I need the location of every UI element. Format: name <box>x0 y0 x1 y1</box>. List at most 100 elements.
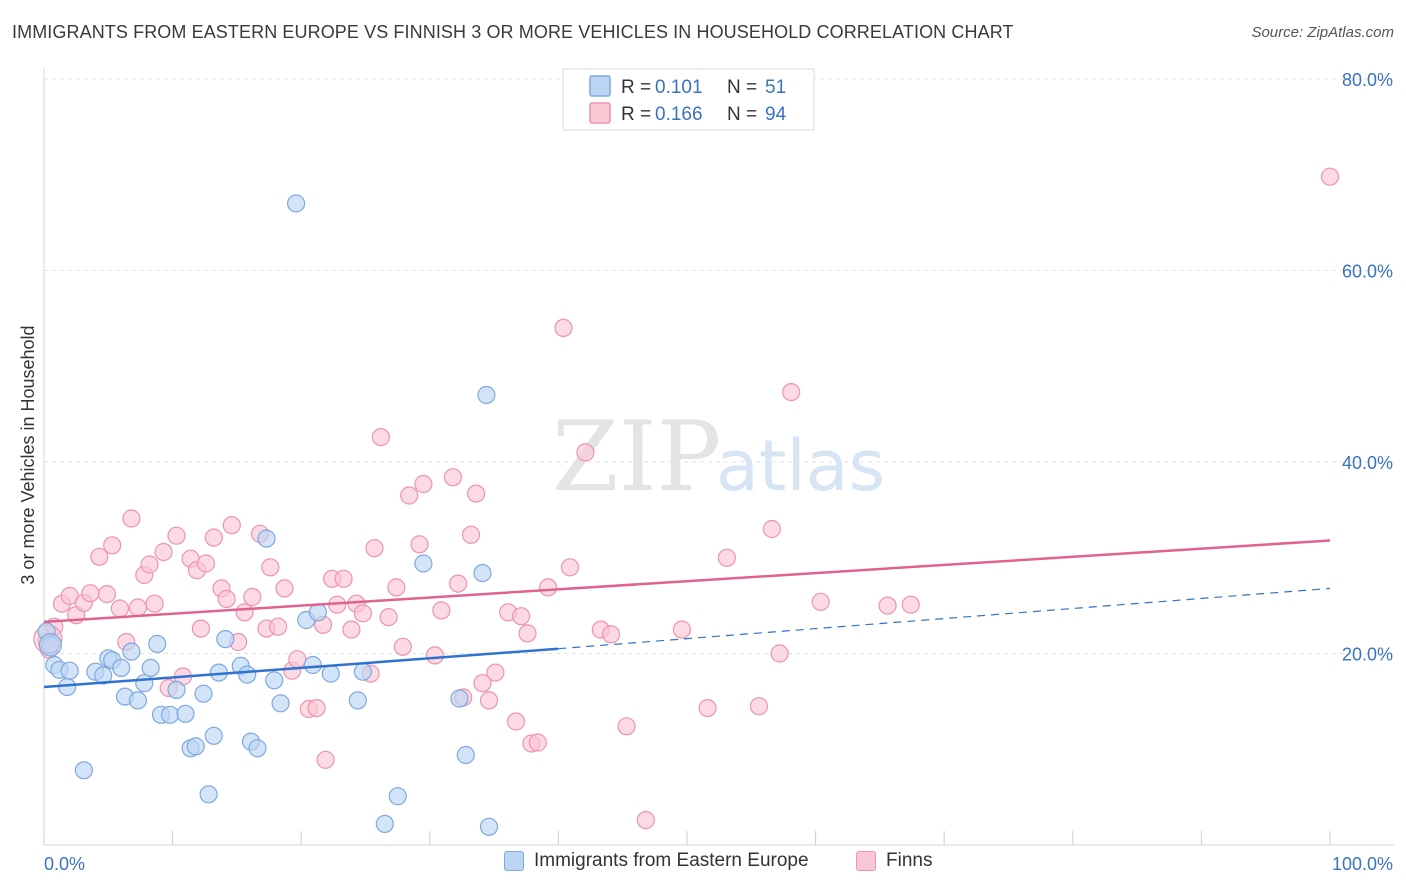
pink-point <box>560 558 580 577</box>
pink-point <box>379 607 398 627</box>
pink-point <box>749 697 769 716</box>
pink-point <box>473 674 492 693</box>
pink-point <box>103 536 122 555</box>
blue-point <box>199 785 218 804</box>
pink-point <box>334 569 353 588</box>
blue-point <box>248 739 267 758</box>
axes <box>43 68 1394 846</box>
y-tick-label: 60.0% <box>1342 262 1393 282</box>
pink-point <box>486 663 505 682</box>
legend-n-label: N = <box>727 77 757 98</box>
gridlines <box>44 78 1394 654</box>
legend-swatch-blue <box>504 851 524 871</box>
pink-point <box>770 644 789 663</box>
pink-point <box>467 484 486 503</box>
legend-n-value: 94 <box>765 104 787 125</box>
blue-point <box>477 385 496 405</box>
legend-r-value: 0.166 <box>655 104 703 125</box>
pink-point <box>528 733 547 752</box>
blue-point <box>135 674 154 693</box>
blue-point <box>167 680 186 700</box>
pink-point <box>636 810 655 830</box>
blue-point <box>141 658 160 678</box>
blue-point <box>287 194 306 213</box>
pink-point <box>145 594 164 613</box>
pink-point <box>353 604 372 623</box>
pink-point <box>414 474 433 494</box>
pink-point <box>167 526 186 545</box>
y-tick-label: 40.0% <box>1342 453 1393 473</box>
blue-trend-extension <box>558 587 1331 650</box>
pink-point <box>400 486 419 505</box>
blue-point <box>265 671 284 690</box>
pink-point <box>81 584 100 603</box>
x-tick-label: 100.0% <box>1332 854 1393 874</box>
pink-point <box>288 650 307 669</box>
blue-point <box>176 704 195 723</box>
blue-point <box>321 664 340 683</box>
blue-point <box>204 726 223 745</box>
pink-point <box>601 625 621 644</box>
pink-point <box>576 443 595 462</box>
pink-point <box>90 547 109 566</box>
pink-point <box>307 698 326 718</box>
legend-n-value: 51 <box>765 77 786 98</box>
blue-point <box>308 603 327 622</box>
blue-point <box>473 563 492 583</box>
pink-point <box>506 712 526 731</box>
pink-point <box>154 542 173 562</box>
pink-point <box>261 558 280 577</box>
y-tick-label: 80.0% <box>1342 70 1393 90</box>
pink-point <box>461 525 481 544</box>
legend-item-finns: Finns <box>856 850 932 872</box>
blue-point <box>375 814 394 834</box>
blue-point <box>128 691 147 710</box>
trend-lines <box>43 539 1331 689</box>
blue-point <box>450 689 469 708</box>
blue-point <box>388 787 407 806</box>
watermark-zip: ZIP <box>552 401 721 513</box>
blue-point <box>160 705 180 724</box>
x-tick-label: 0.0% <box>44 854 85 874</box>
pink-point <box>196 554 216 573</box>
pink-point <box>342 620 361 639</box>
pink-point <box>204 528 223 547</box>
legend-swatch-pink <box>589 102 611 124</box>
pink-point <box>128 598 147 617</box>
pink-point <box>698 698 717 718</box>
pink-point <box>432 601 451 620</box>
pink-point <box>717 548 737 567</box>
pink-point <box>191 619 210 638</box>
pink-point <box>1320 167 1340 186</box>
legend-n-label: N = <box>727 104 757 125</box>
pink-point <box>449 574 468 593</box>
y-axis-label: 3 or more Vehicles in Household <box>18 325 38 584</box>
blue-point <box>348 691 367 710</box>
watermark: ZIP atlas <box>552 401 885 513</box>
legend-label-eastern-europe: Immigrants from Eastern Europe <box>534 850 809 871</box>
watermark-atlas: atlas <box>716 425 885 507</box>
pink-point <box>269 617 288 636</box>
pink-point <box>511 607 531 626</box>
blue-point <box>60 661 79 680</box>
pink-point <box>410 535 429 554</box>
pink-point <box>538 578 558 597</box>
blue-point <box>122 642 141 661</box>
pink-point <box>217 589 236 609</box>
source-credit: Source: ZipAtlas.com <box>1251 24 1394 41</box>
pink-point <box>235 603 254 622</box>
blue-point <box>456 745 475 765</box>
pink-point <box>243 587 262 607</box>
legend-swatch-blue <box>589 75 611 97</box>
y-tick-label: 20.0% <box>1342 645 1393 665</box>
blue-point <box>148 634 167 654</box>
blue-point <box>194 684 213 703</box>
blue-point <box>57 677 77 697</box>
pink-point <box>222 516 241 535</box>
blue-point <box>414 554 433 573</box>
pink-point <box>387 578 406 597</box>
blue-point <box>74 761 94 780</box>
pink-point <box>901 595 920 614</box>
x-tick-labels: 0.0% 100.0% <box>44 854 1393 874</box>
y-tick-labels: 20.0% 40.0% 60.0% 80.0% <box>1342 70 1393 665</box>
